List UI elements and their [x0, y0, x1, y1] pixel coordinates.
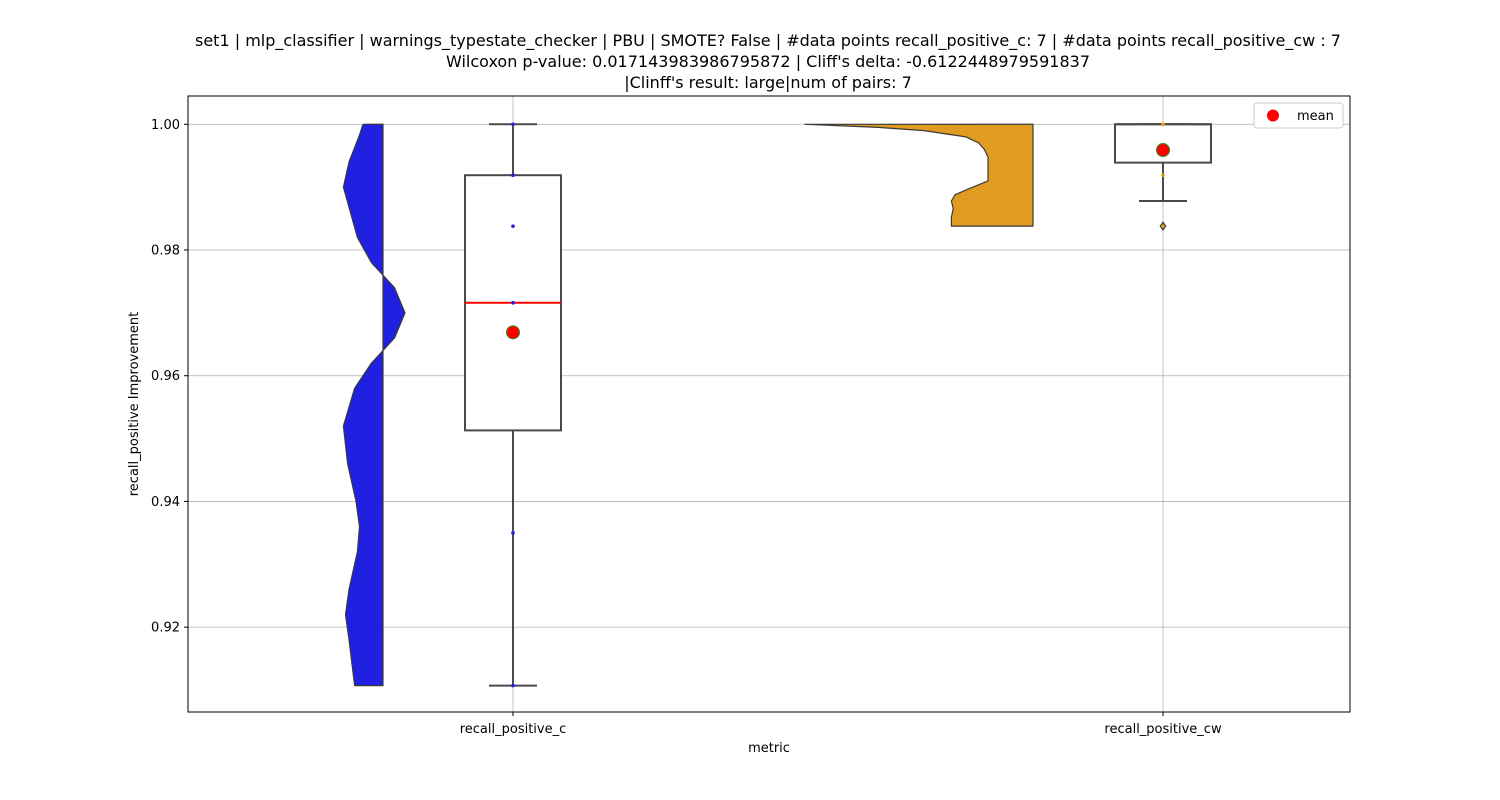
violin-recall_positive_c — [342, 123, 406, 687]
data-point-recall_positive_cw — [1161, 122, 1165, 127]
mean-marker-recall_positive_c — [506, 325, 520, 340]
chart-title-line-1: set1 | mlp_classifier | warnings_typesta… — [195, 31, 1341, 50]
y-tick-label: 1.00 — [151, 118, 180, 133]
y-tick-label: 0.96 — [151, 369, 180, 384]
data-point-recall_positive_cw — [1161, 173, 1165, 177]
axis-ticks: 0.92 0.94 0.96 0.98 1.00 recall_positive_c rec… — [151, 118, 1222, 737]
data-point-recall_positive_c — [511, 531, 515, 535]
mean-marker-recall_positive_cw — [1156, 143, 1170, 158]
x-tick-label: recall_positive_c — [460, 722, 567, 737]
data-point-recall_positive_c — [511, 224, 515, 228]
data-point-recall_positive_c — [511, 683, 515, 688]
plot-frame — [187, 95, 1351, 713]
x-tick-label: recall_positive_cw — [1104, 722, 1222, 737]
data-points — [506, 122, 1170, 688]
data-point-recall_positive_c — [511, 301, 515, 305]
legend-label-mean: mean — [1297, 109, 1334, 124]
y-axis-label: recall_positive Improvement — [127, 312, 142, 496]
chart-title-line-3: |Clinff's result: large|num of pairs: 7 — [624, 73, 912, 92]
chart-title-line-2: Wilcoxon p-value: 0.017143983986795872 |… — [445, 52, 1090, 71]
legend: mean — [1253, 102, 1344, 129]
data-point-recall_positive_c — [511, 122, 515, 127]
violin-recall_positive_cw — [804, 123, 1034, 227]
boxplots — [464, 123, 1212, 687]
y-tick-label: 0.98 — [151, 244, 180, 259]
x-axis-label: metric — [748, 741, 790, 756]
legend-box — [1253, 102, 1344, 129]
violins — [342, 123, 1034, 687]
y-tick-label: 0.94 — [151, 495, 180, 510]
legend-marker-mean — [1267, 109, 1279, 122]
y-tick-label: 0.92 — [151, 621, 180, 636]
data-point-recall_positive_c — [511, 173, 515, 177]
data-point-recall_positive_cw — [1161, 224, 1165, 228]
